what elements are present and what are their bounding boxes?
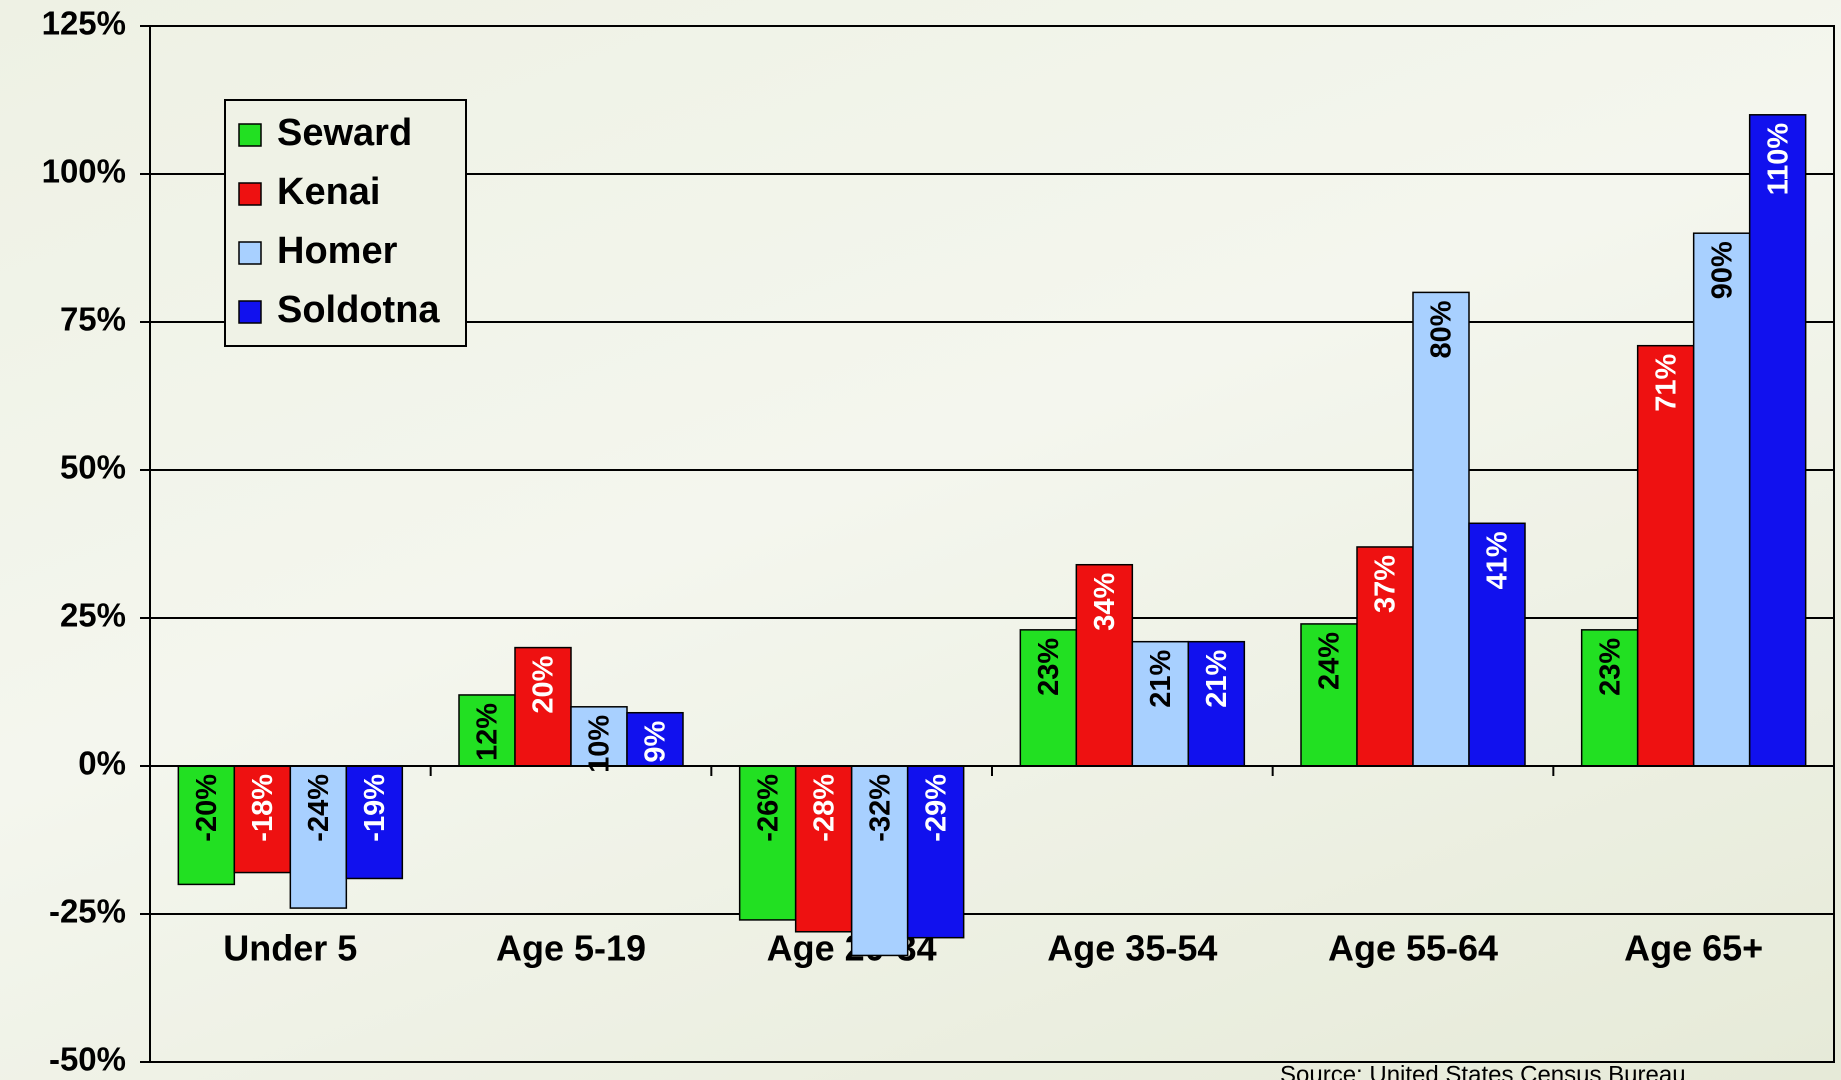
- bar: [626, 711, 684, 767]
- y-tick-label: 75%: [60, 301, 126, 338]
- value-label: -18%: [247, 774, 279, 842]
- bar: [1636, 344, 1695, 767]
- bar: [1187, 640, 1246, 767]
- value-label: -26%: [752, 774, 784, 842]
- bar: [1468, 522, 1526, 767]
- value-label: -29%: [920, 774, 952, 842]
- value-label: -19%: [359, 774, 391, 842]
- value-label: -32%: [864, 774, 896, 842]
- bar: [1748, 114, 1807, 767]
- legend-swatch: [238, 300, 262, 324]
- legend-box: [224, 99, 467, 347]
- source-note: Source: United States Census Bureau: [1280, 1061, 1686, 1080]
- bar: [850, 765, 909, 957]
- legend-label: Seward: [277, 112, 412, 154]
- legend-swatch: [238, 182, 262, 206]
- bar: [1300, 623, 1358, 767]
- legend-label: Kenai: [277, 171, 380, 213]
- value-label: 23%: [1594, 638, 1626, 696]
- value-label: 71%: [1650, 353, 1682, 411]
- value-label: 21%: [1145, 649, 1177, 707]
- y-tick-label: 0%: [78, 745, 126, 782]
- bar: [1412, 291, 1470, 767]
- value-label: 12%: [472, 703, 504, 761]
- x-tick-label: Under 5: [223, 928, 357, 969]
- value-label: -28%: [808, 774, 840, 842]
- bar: [1692, 232, 1751, 767]
- value-label: 24%: [1314, 632, 1346, 690]
- legend-label: Soldotna: [277, 289, 440, 331]
- value-label: 37%: [1370, 555, 1402, 613]
- y-tick-label: 125%: [42, 5, 126, 42]
- y-tick-label: -25%: [49, 893, 126, 930]
- bar: [345, 765, 404, 880]
- legend-swatch: [238, 123, 262, 147]
- y-tick-label: -50%: [49, 1041, 126, 1078]
- value-label: 23%: [1033, 638, 1065, 696]
- value-label: 21%: [1201, 649, 1233, 707]
- bar: [233, 765, 292, 874]
- y-tick-label: 100%: [42, 153, 126, 190]
- value-label: 110%: [1762, 123, 1794, 196]
- value-label: 20%: [528, 655, 560, 713]
- bar: [458, 694, 516, 767]
- legend-label: Homer: [277, 230, 398, 272]
- bar: [514, 646, 572, 767]
- value-label: 80%: [1426, 300, 1458, 358]
- bar: [289, 765, 348, 909]
- value-label: 34%: [1089, 573, 1121, 631]
- bar: [1019, 629, 1078, 767]
- legend-swatch: [238, 241, 262, 265]
- value-label: 10%: [584, 715, 616, 773]
- x-tick-label: Age 55-64: [1328, 928, 1498, 969]
- value-label: 9%: [640, 721, 672, 763]
- bar: [570, 706, 628, 767]
- x-tick-label: Age 5-19: [496, 928, 646, 969]
- value-label: 41%: [1482, 531, 1514, 589]
- bar: [906, 765, 965, 939]
- bar: [177, 765, 236, 886]
- value-label: 90%: [1706, 241, 1738, 299]
- x-tick-label: Age 35-54: [1047, 928, 1217, 969]
- bar: [1075, 563, 1134, 767]
- value-label: -24%: [303, 774, 335, 842]
- x-tick-label: Age 65+: [1624, 928, 1763, 969]
- y-tick-label: 50%: [60, 449, 126, 486]
- value-label: -20%: [191, 774, 223, 842]
- y-tick-label: 25%: [60, 597, 126, 634]
- plot-frame: [149, 25, 1835, 1063]
- bar: [738, 765, 797, 921]
